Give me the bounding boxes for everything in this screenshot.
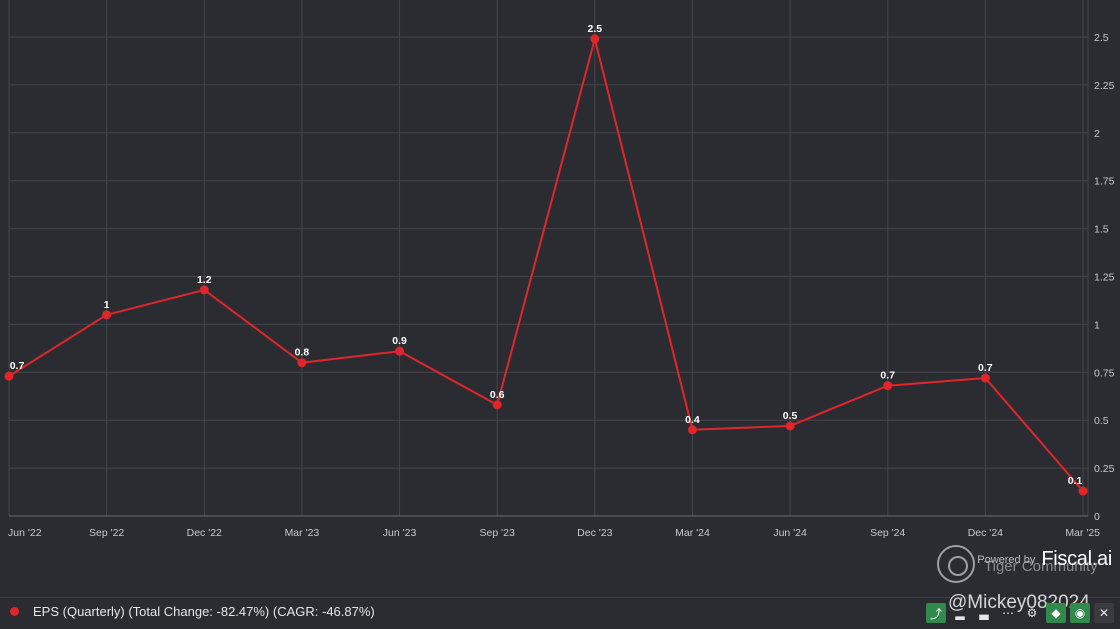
y-tick-label: 0.75: [1094, 367, 1115, 379]
data-point[interactable]: [687, 425, 697, 435]
data-label: 0.7: [880, 370, 895, 382]
data-point[interactable]: [102, 310, 112, 320]
data-label: 0.9: [392, 335, 407, 347]
data-label: 0.8: [295, 347, 310, 359]
data-label: 0.7: [10, 360, 25, 372]
data-point[interactable]: [492, 400, 502, 410]
watermark-community: Tiger Community: [984, 558, 1098, 575]
y-tick-label: 2: [1094, 128, 1100, 140]
data-point[interactable]: [199, 285, 209, 295]
data-point[interactable]: [980, 373, 990, 383]
bar-chart-alt-icon[interactable]: ▃: [979, 606, 989, 620]
legend-label: EPS (Quarterly) (Total Change: -82.47%) …: [33, 604, 375, 619]
eye-icon[interactable]: ◉: [1070, 603, 1090, 623]
y-tick-label: 2.5: [1094, 32, 1109, 44]
x-tick-label: Sep '24: [870, 527, 905, 539]
close-icon[interactable]: ✕: [1094, 603, 1114, 623]
data-point[interactable]: [785, 421, 795, 431]
x-tick-label: Mar '23: [285, 527, 320, 539]
bar-chart-icon[interactable]: ▂: [955, 606, 965, 620]
data-label: 0.4: [685, 414, 700, 426]
data-point[interactable]: [4, 371, 14, 381]
trend-chart-icon[interactable]: ⤴: [926, 603, 946, 623]
data-label: 0.6: [490, 389, 505, 401]
data-label: 0.1: [1068, 475, 1083, 487]
x-tick-label: Dec '23: [577, 527, 612, 539]
legend-marker: [10, 607, 19, 616]
chart-toolbar: ⤴ ▂ ▃ ⋯ ⚙ ◆ ◉ ✕: [926, 603, 1114, 623]
brand-powered-by: Powered by: [977, 553, 1036, 566]
tag-icon[interactable]: ◆: [1046, 603, 1066, 623]
data-label: 0.5: [783, 410, 798, 422]
y-tick-label: 1.5: [1094, 224, 1109, 236]
x-tick-label: Dec '24: [968, 527, 1003, 539]
series-line: [8, 37, 1084, 492]
x-tick-label: Dec '22: [187, 527, 222, 539]
y-tick-label: 0.25: [1094, 463, 1115, 475]
data-label: 1: [104, 299, 110, 311]
data-point[interactable]: [395, 346, 405, 356]
data-label: 0.7: [978, 362, 993, 374]
y-tick-label: 0.5: [1094, 415, 1109, 427]
data-label: 1.2: [197, 274, 212, 286]
legend-separator: [0, 597, 1120, 598]
data-point[interactable]: [1078, 486, 1088, 496]
x-tick-label: Mar '24: [675, 527, 710, 539]
x-tick-label: Jun '23: [383, 527, 417, 539]
y-tick-label: 2.25: [1094, 80, 1115, 92]
gear-icon[interactable]: ⚙: [1026, 606, 1038, 620]
y-tick-label: 1.25: [1094, 272, 1115, 284]
data-point[interactable]: [590, 34, 600, 44]
data-point[interactable]: [883, 381, 893, 391]
eps-line-chart: Jun '22 Sep '22 Dec '22 Mar '23 Jun '23 Sep '…: [4, 0, 1115, 539]
y-tick-label: 1.75: [1094, 176, 1115, 188]
data-label: 2.5: [588, 23, 603, 35]
x-tick-label: Mar '25: [1065, 527, 1100, 539]
x-tick-label: Sep '22: [89, 527, 124, 539]
more-icon[interactable]: ⋯: [1002, 606, 1014, 620]
x-tick-label: Jun '22: [8, 527, 42, 539]
brand-name: Fiscal.ai: [1041, 548, 1112, 570]
x-tick-label: Sep '23: [480, 527, 515, 539]
y-tick-label: 1: [1094, 319, 1100, 331]
tiger-community-logo-icon: [937, 545, 975, 583]
brand[interactable]: Powered by Fiscal.ai: [977, 548, 1112, 571]
legend[interactable]: EPS (Quarterly) (Total Change: -82.47%) …: [10, 604, 375, 619]
data-point[interactable]: [297, 358, 307, 368]
x-tick-label: Jun '24: [773, 527, 807, 539]
y-tick-label: 0: [1094, 511, 1100, 523]
